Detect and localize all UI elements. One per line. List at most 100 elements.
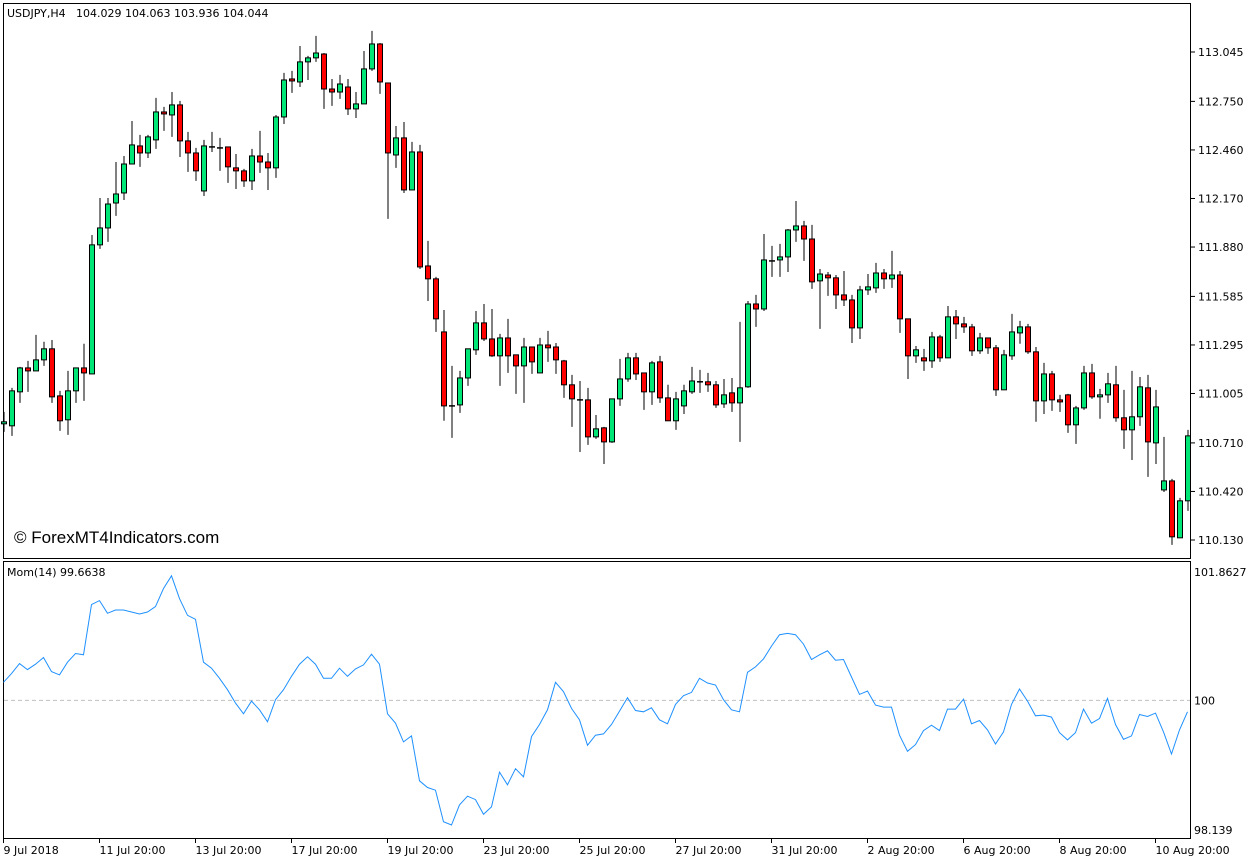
candle-body-bull [745,303,751,388]
candle [593,414,599,439]
candle [321,53,327,109]
candle-body-bear [265,161,271,169]
candle-body-bull [113,193,119,204]
candle [553,342,559,374]
candle [161,106,167,131]
candle [585,387,591,445]
candle-body-bull [169,104,175,116]
candle-body-bull [945,316,951,359]
candle-body-bear [433,278,439,320]
candle-body-bear [1057,399,1063,403]
candle-body-bull [537,344,543,374]
candle [233,153,239,189]
candle [873,262,879,293]
candle-body-bear [921,357,927,362]
candle [1153,389,1159,464]
candle [977,332,983,354]
candle-body-bull [1,421,7,425]
momentum-axis[interactable]: 101.8627 100 98.139 [1194,566,1247,837]
candle [433,276,439,332]
candle-body-bull [65,390,71,421]
candle-body-bull [625,357,631,380]
candle [1137,376,1143,426]
candle [489,308,495,357]
candle [305,55,311,80]
candle-body-bear [1113,384,1119,419]
candle-body-bull [737,387,743,404]
candle [761,233,767,311]
candle-body-bear [569,384,575,400]
candle-body-bull [609,398,615,443]
candle [201,139,207,196]
candle-body-bull [681,390,687,407]
candle-body-bear [49,348,55,398]
candle-body-bull [105,203,111,229]
candle-body-bear [641,372,647,393]
candle [417,144,423,269]
candle-body-bull [649,362,655,393]
candle-body-bull [1153,406,1159,444]
candle-body-bull [41,348,47,361]
candle [537,337,543,374]
price-axis[interactable]: 113.045 112.750 112.460 112.170 111.880 111.5… [1191,46,1244,547]
candle [193,147,199,181]
time-tick-label: 2 Aug 20:00 [868,844,935,857]
candle [1145,374,1151,477]
candle [969,323,975,356]
candle-body-bear [481,322,487,340]
candle-body-bear [937,336,943,359]
candle-body-bull [673,398,679,422]
price-panel[interactable] [3,3,1191,559]
candle-body-bull [33,359,39,372]
candle [1161,436,1167,492]
candle-body-bear [833,277,839,296]
momentum-tick-label: 101.8627 [1194,566,1247,579]
candle-body-bear [561,360,567,386]
candle [497,333,503,386]
candle-body-bear [241,170,247,182]
candle [521,337,527,403]
candle [625,352,631,382]
candle [1033,346,1039,422]
candle [361,50,367,105]
candle-body-bear [385,82,391,154]
candle [281,72,287,124]
candle-body-bull [817,273,823,282]
price-tick-label: 113.045 [1198,46,1244,59]
candle [993,344,999,396]
candle [297,45,303,87]
candle [49,339,55,403]
candle [529,346,535,374]
candle [369,30,375,71]
candle-body-bull [1177,500,1183,539]
candle [1017,320,1023,344]
candle [225,146,231,183]
candle [865,273,871,295]
candle-body-bull [785,229,791,258]
candle [577,380,583,452]
candle-body-bear [849,299,855,329]
time-axis[interactable]: 9 Jul 2018 11 Jul 20:00 13 Jul 20:00 17 Jul… [3,839,1230,857]
candle [313,35,319,62]
candle-body-bear [505,337,511,357]
candle-body-bull [857,289,863,329]
candle [1041,362,1047,414]
candle [185,131,191,172]
candle [793,200,799,242]
candle-body-bull [121,163,127,194]
candle [1001,349,1007,391]
candle [241,168,247,187]
candle [833,274,839,309]
price-tick-label: 112.750 [1198,95,1244,108]
candle-body-bear [81,367,87,374]
candle [265,152,271,190]
candle [337,74,343,99]
candle [841,270,847,306]
candle-body-bear [289,78,295,82]
candle-body-bull [297,61,303,83]
candle-body-bull [97,227,103,246]
candle [409,141,415,191]
candle-body-bull [1129,416,1135,431]
candle-body-bull [145,136,151,154]
